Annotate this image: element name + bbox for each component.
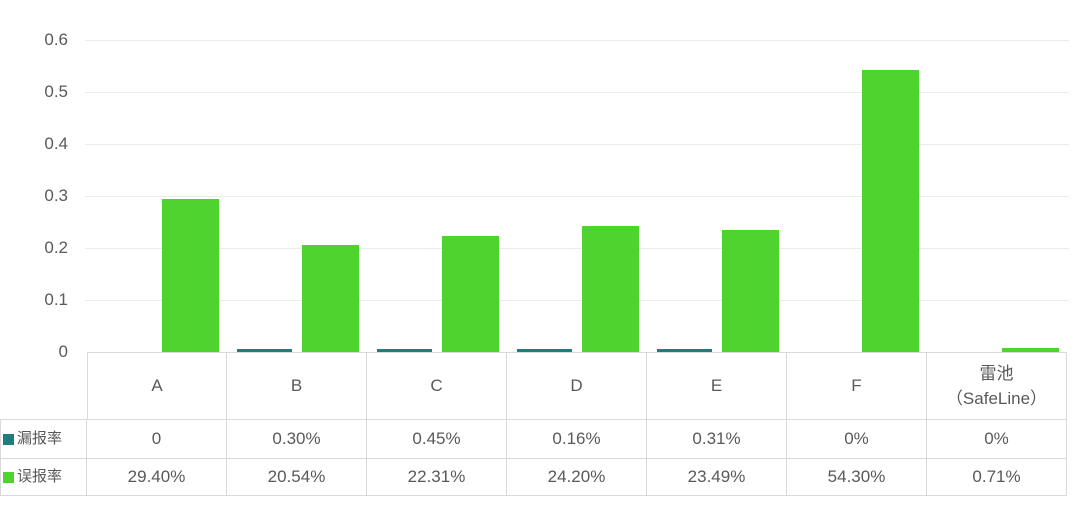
bar-miss-rate-e xyxy=(657,349,712,352)
bar-false-positive-rate-safeline xyxy=(1002,348,1059,352)
value-cell-miss-rate-f: 0% xyxy=(787,420,927,459)
bar-false-positive-rate-d xyxy=(582,226,639,352)
bar-false-positive-rate-e xyxy=(722,230,779,352)
bar-false-positive-rate-b xyxy=(302,245,359,352)
data-table: A B C D E F 雷池 （SafeLine） 漏报率 0 0.30% 0.45% 0.16% 0.3… xyxy=(0,352,1067,496)
y-axis-tick-label: 0.5 xyxy=(44,82,68,101)
column-header-safeline: 雷池 （SafeLine） xyxy=(927,352,1067,420)
legend-label: 漏报率 xyxy=(17,429,63,447)
value-cell-false-positive-rate-c: 22.31% xyxy=(367,459,507,496)
bar-false-positive-rate-a xyxy=(162,199,219,352)
legend-swatch-false-positive-rate xyxy=(3,471,14,483)
value-cell-false-positive-rate-b: 20.54% xyxy=(227,459,367,496)
column-header-line: D xyxy=(570,376,583,396)
y-axis-tick-label: 0.1 xyxy=(44,290,68,309)
column-header-line: B xyxy=(290,376,303,396)
value-cell-false-positive-rate-a: 29.40% xyxy=(87,459,227,496)
gridline xyxy=(85,248,1069,249)
value-cell-miss-rate-c: 0.45% xyxy=(367,420,507,459)
column-header-line: 雷池 xyxy=(979,363,1014,383)
value-cell-miss-rate-e: 0.31% xyxy=(647,420,787,459)
value-cell-miss-rate-b: 0.30% xyxy=(227,420,367,459)
bar-miss-rate-c xyxy=(377,349,432,352)
legend-label: 误报率 xyxy=(17,467,63,485)
column-header-e: E xyxy=(647,352,787,420)
value-cell-miss-rate-safeline: 0% xyxy=(927,420,1067,459)
column-header-line: A xyxy=(151,376,163,396)
legend-swatch-miss-rate xyxy=(3,433,14,445)
legend-false-positive-rate: 误报率 xyxy=(0,459,87,496)
column-header-line: F xyxy=(851,376,862,396)
column-header-f: F xyxy=(787,352,927,420)
column-header-d: D xyxy=(507,352,647,420)
gridline xyxy=(85,196,1069,197)
column-header-line: E xyxy=(710,376,723,396)
y-axis-tick-label: 0.6 xyxy=(44,30,68,49)
bar-miss-rate-b xyxy=(237,349,292,352)
plot-area: 0 0.1 0.2 0.3 0.4 0.5 0.6 xyxy=(44,30,1069,361)
gridline xyxy=(85,40,1069,41)
gridline xyxy=(85,144,1069,145)
y-axis-tick-label: 0.3 xyxy=(44,186,68,205)
value-cell-false-positive-rate-safeline: 0.71% xyxy=(927,459,1067,496)
value-cell-false-positive-rate-e: 23.49% xyxy=(647,459,787,496)
y-axis-tick-label: 0.2 xyxy=(44,238,68,257)
table-corner-cell xyxy=(0,352,87,420)
value-cell-miss-rate-a: 0 xyxy=(87,420,227,459)
legend-miss-rate: 漏报率 xyxy=(0,420,87,459)
value-cell-false-positive-rate-d: 24.20% xyxy=(507,459,647,496)
column-header-line: C xyxy=(430,376,443,396)
column-header-a: A xyxy=(87,352,227,420)
column-header-line: （SafeLine） xyxy=(945,389,1048,408)
y-axis-tick-label: 0 xyxy=(58,342,68,361)
gridline xyxy=(85,92,1069,93)
column-header-c: C xyxy=(367,352,507,420)
y-axis-tick-label: 0.4 xyxy=(44,134,68,153)
gridline xyxy=(85,300,1069,301)
bar-false-positive-rate-c xyxy=(442,236,499,352)
bar-miss-rate-d xyxy=(517,349,572,352)
value-cell-miss-rate-d: 0.16% xyxy=(507,420,647,459)
value-cell-false-positive-rate-f: 54.30% xyxy=(787,459,927,496)
column-header-b: B xyxy=(227,352,367,420)
bar-false-positive-rate-f xyxy=(862,70,919,352)
